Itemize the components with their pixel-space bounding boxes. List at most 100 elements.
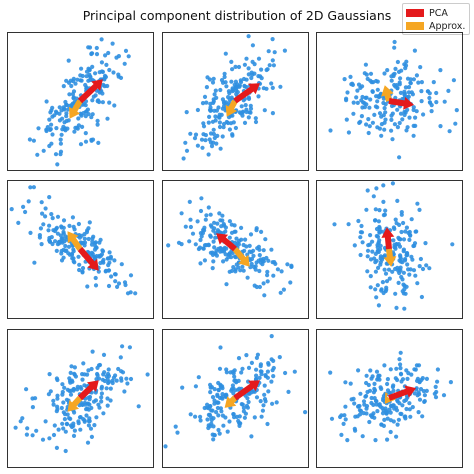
scatter-point xyxy=(212,245,217,250)
scatter-point xyxy=(269,334,274,339)
scatter-point xyxy=(81,110,86,116)
scatter-point xyxy=(111,70,116,75)
scatter-point xyxy=(370,239,375,244)
scatter-point xyxy=(271,63,276,68)
scatter-point xyxy=(214,248,219,253)
scatter-point xyxy=(106,380,111,386)
scatter-point xyxy=(49,122,54,127)
scatter-point xyxy=(230,383,235,388)
scatter-point xyxy=(233,269,238,274)
scatter-point xyxy=(419,294,424,300)
scatter-point xyxy=(210,80,216,85)
scatter-point xyxy=(406,371,411,376)
scatter-point xyxy=(72,371,77,376)
scatter-point xyxy=(208,131,214,136)
scatter-point xyxy=(108,398,113,403)
scatter-point xyxy=(51,398,56,403)
pca-arrow xyxy=(233,380,260,401)
scatter-point xyxy=(358,119,363,124)
scatter-point xyxy=(388,367,393,372)
scatter-point xyxy=(24,432,29,437)
scatter-point xyxy=(214,95,219,100)
scatter-point xyxy=(373,269,378,274)
scatter-point xyxy=(221,121,227,127)
scatter-point xyxy=(214,141,219,146)
scatter-point xyxy=(237,423,242,428)
scatter-point xyxy=(78,415,83,420)
scatter-point xyxy=(59,132,64,137)
scatter-point xyxy=(199,137,205,142)
scatter-point xyxy=(202,94,208,99)
scatter-point xyxy=(24,387,29,392)
scatter-point xyxy=(84,413,89,418)
scatter-point xyxy=(211,259,216,264)
scatter-point xyxy=(48,127,53,132)
scatter-point xyxy=(376,373,381,378)
scatter-point xyxy=(72,428,77,433)
scatter-point xyxy=(212,398,217,403)
scatter-point xyxy=(71,76,76,81)
scatter-point xyxy=(64,114,69,119)
scatter-point xyxy=(384,279,390,284)
scatter-point xyxy=(229,222,234,227)
scatter-point xyxy=(264,255,269,261)
scatter-point xyxy=(203,133,208,138)
scatter-point xyxy=(122,61,127,66)
scatter-point xyxy=(412,367,417,372)
scatter-point xyxy=(407,237,412,242)
scatter-point xyxy=(363,62,368,67)
scatter-point xyxy=(364,95,369,100)
scatter-point xyxy=(427,95,432,101)
scatter-point xyxy=(99,384,104,389)
scatter-point xyxy=(233,125,238,131)
scatter-point xyxy=(385,68,390,73)
scatter-point xyxy=(184,110,189,115)
scatter-point xyxy=(61,105,66,110)
scatter-point xyxy=(198,208,204,214)
scatter-point xyxy=(111,375,116,380)
scatter-point xyxy=(442,99,447,104)
scatter-point xyxy=(63,448,68,454)
scatter-point xyxy=(234,86,239,91)
scatter-point xyxy=(344,117,349,122)
scatter-point xyxy=(377,208,382,213)
scatter-point xyxy=(99,391,104,396)
scatter-point xyxy=(364,72,369,77)
scatter-point xyxy=(288,280,293,285)
scatter-point xyxy=(207,114,212,119)
scatter-point xyxy=(198,261,203,266)
scatter-point xyxy=(214,410,219,415)
scatter-point xyxy=(348,381,353,386)
scatter-point xyxy=(250,59,255,64)
scatter-point xyxy=(220,386,225,391)
scatter-point xyxy=(261,403,266,408)
scatter-point xyxy=(83,139,89,144)
scatter-point xyxy=(208,390,213,395)
scatter-point xyxy=(392,406,397,411)
scatter-point xyxy=(99,395,104,400)
scatter-point xyxy=(398,90,403,95)
scatter-point xyxy=(237,386,242,391)
scatter-point xyxy=(54,248,59,253)
scatter-point xyxy=(415,378,420,383)
scatter-point xyxy=(71,256,76,261)
scatter-point xyxy=(59,405,64,411)
scatter-point xyxy=(40,437,46,442)
scatter-point xyxy=(86,236,91,242)
scatter-point xyxy=(328,370,333,375)
scatter-point xyxy=(234,262,239,267)
scatter-point xyxy=(239,370,244,375)
scatter-point xyxy=(205,417,210,422)
scatter-point xyxy=(54,376,60,381)
scatter-point xyxy=(106,50,111,56)
scatter-point xyxy=(206,120,211,125)
scatter-point xyxy=(396,280,401,285)
scatter-point xyxy=(242,62,247,67)
legend-label-pca: PCA xyxy=(429,7,448,19)
scatter-point xyxy=(28,230,33,235)
scatter-point xyxy=(231,120,236,125)
scatter-point xyxy=(406,85,412,90)
scatter-point xyxy=(358,252,363,258)
scatter-point xyxy=(199,196,204,201)
scatter-point xyxy=(281,287,286,292)
